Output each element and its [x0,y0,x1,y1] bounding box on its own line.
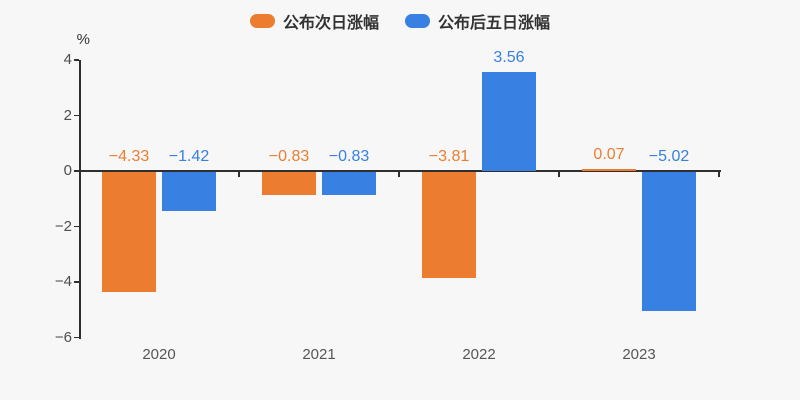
y-axis-tick-label: 4 [63,51,72,68]
bar-five-day [162,172,216,212]
y-axis-tick [74,225,79,228]
bar-value-label: −4.33 [108,148,150,165]
legend-item-next-day[interactable]: 公布次日涨幅 [249,9,379,33]
x-axis-category-label: 2020 [142,346,176,363]
bar-value-label: −0.83 [268,148,310,165]
bar-value-label: −1.42 [168,148,210,165]
y-axis-tick-label: 0 [63,162,72,179]
y-axis-tick-label: 2 [63,106,72,124]
y-axis-tick [74,114,79,117]
y-axis-tick [74,170,79,172]
y-axis-unit-label: % [76,31,90,48]
x-axis-tick [238,172,240,177]
y-axis-tick [74,281,79,283]
x-axis-tick [718,172,720,177]
bar-five-day [322,172,376,196]
y-axis-line [79,60,81,339]
legend-label-next-day: 公布次日涨幅 [282,15,379,32]
x-axis-category-label: 2022 [462,346,496,363]
y-axis-tick-label: −6 [54,328,72,346]
bar-value-label: −3.81 [428,148,470,165]
legend-swatch-blue-icon [405,14,430,28]
bar-next-day [262,172,316,196]
legend-swatch-orange-icon [249,14,275,28]
y-axis-tick-label: −2 [54,217,72,235]
legend-label-five-day: 公布后五日涨幅 [438,15,551,32]
bar-value-label: 3.56 [493,49,525,67]
y-axis-tick [74,336,79,339]
bar-five-day [482,72,536,171]
legend-item-five-day[interactable]: 公布后五日涨幅 [405,9,550,33]
bar-next-day [102,172,156,293]
chart-legend: 公布次日涨幅 公布后五日涨幅 [0,9,800,33]
bar-next-day [582,169,636,171]
x-axis-category-label: 2023 [622,346,656,363]
y-axis-tick [74,59,79,61]
x-axis-category-label: 2021 [302,346,336,363]
x-axis-zero-line [79,170,721,172]
bar-next-day [422,172,476,278]
y-axis-tick-label: −4 [54,273,72,290]
x-axis-tick [558,172,560,177]
bar-value-label: 0.07 [593,146,625,164]
bar-five-day [642,172,696,312]
bar-value-label: −0.83 [328,148,370,165]
x-axis-tick [398,172,400,177]
bar-value-label: −5.02 [648,148,690,165]
